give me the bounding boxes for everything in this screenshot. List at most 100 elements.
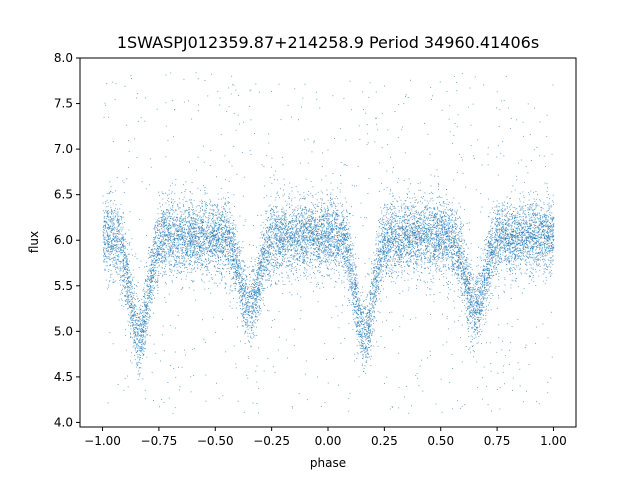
- data-point: [131, 277, 133, 279]
- data-point: [326, 218, 328, 219]
- data-point: [529, 249, 531, 251]
- data-point: [331, 221, 332, 223]
- data-point: [551, 212, 553, 214]
- data-point: [134, 255, 136, 257]
- data-point: [464, 288, 466, 290]
- data-point: [227, 248, 228, 250]
- data-point: [176, 273, 178, 275]
- data-point: [304, 226, 306, 227]
- data-point: [273, 213, 275, 215]
- data-point: [195, 244, 197, 246]
- data-point: [118, 238, 120, 240]
- data-point: [505, 252, 506, 254]
- data-point: [511, 218, 513, 220]
- data-point: [386, 241, 388, 243]
- data-point: [259, 284, 261, 286]
- data-point: [205, 210, 207, 211]
- data-point: [225, 179, 226, 181]
- data-point: [416, 225, 418, 227]
- data-point: [439, 218, 440, 220]
- data-point: [341, 242, 342, 244]
- data-point: [122, 260, 124, 262]
- data-point: [260, 224, 262, 226]
- data-point: [115, 248, 117, 250]
- data-point: [195, 235, 196, 237]
- data-point: [318, 241, 319, 242]
- data-point: [305, 373, 306, 375]
- data-point: [257, 292, 259, 293]
- data-point: [406, 238, 407, 240]
- data-point: [545, 253, 546, 255]
- data-point: [335, 222, 337, 224]
- data-point: [502, 340, 503, 342]
- data-point: [165, 243, 166, 245]
- data-point: [241, 282, 243, 283]
- data-point: [482, 293, 483, 295]
- data-point: [386, 242, 388, 243]
- data-point: [267, 236, 269, 238]
- data-point: [311, 232, 312, 233]
- data-point: [514, 240, 516, 242]
- data-point: [438, 269, 440, 271]
- data-point: [147, 271, 149, 272]
- data-point: [283, 249, 285, 250]
- data-point: [288, 265, 289, 267]
- data-point: [204, 204, 206, 206]
- data-point: [323, 215, 325, 217]
- data-point: [455, 220, 457, 221]
- data-point: [121, 292, 123, 294]
- data-point: [549, 245, 551, 247]
- data-point: [284, 284, 286, 285]
- data-point: [364, 307, 366, 309]
- data-point: [292, 233, 293, 235]
- data-point: [457, 257, 459, 258]
- data-point: [511, 250, 512, 252]
- data-point: [346, 260, 348, 262]
- data-point: [254, 284, 255, 286]
- data-point: [382, 321, 383, 323]
- data-point: [227, 243, 229, 245]
- data-point: [503, 239, 505, 241]
- data-point: [125, 264, 127, 266]
- data-point: [315, 267, 317, 268]
- data-point: [184, 224, 186, 226]
- data-point: [513, 230, 515, 232]
- data-point: [255, 275, 256, 277]
- data-point: [167, 240, 169, 242]
- data-point: [310, 211, 312, 213]
- data-point: [342, 203, 344, 205]
- data-point: [211, 232, 213, 234]
- data-point: [332, 242, 334, 243]
- data-point: [166, 210, 168, 211]
- data-point: [540, 200, 541, 202]
- data-point: [401, 221, 403, 223]
- data-point: [391, 237, 392, 239]
- data-point: [215, 283, 217, 284]
- data-point: [516, 248, 518, 250]
- data-point: [249, 302, 251, 304]
- data-point: [553, 245, 555, 247]
- data-point: [529, 243, 531, 245]
- data-point: [495, 239, 497, 241]
- data-point: [496, 232, 498, 233]
- data-point: [293, 213, 295, 215]
- data-point: [268, 238, 270, 239]
- data-point: [190, 245, 192, 247]
- data-point: [334, 217, 336, 219]
- data-point: [516, 213, 518, 214]
- data-point: [249, 286, 251, 288]
- data-point: [327, 211, 328, 213]
- data-point: [271, 243, 273, 244]
- data-point: [256, 365, 258, 367]
- data-point: [138, 329, 140, 331]
- data-point: [304, 247, 306, 249]
- data-point: [276, 245, 278, 247]
- data-point: [494, 237, 496, 239]
- data-point: [257, 215, 259, 216]
- data-point: [172, 242, 174, 244]
- data-point: [310, 236, 311, 238]
- data-point: [519, 241, 521, 243]
- data-point: [385, 251, 387, 253]
- data-point: [410, 253, 412, 255]
- data-point: [246, 276, 248, 278]
